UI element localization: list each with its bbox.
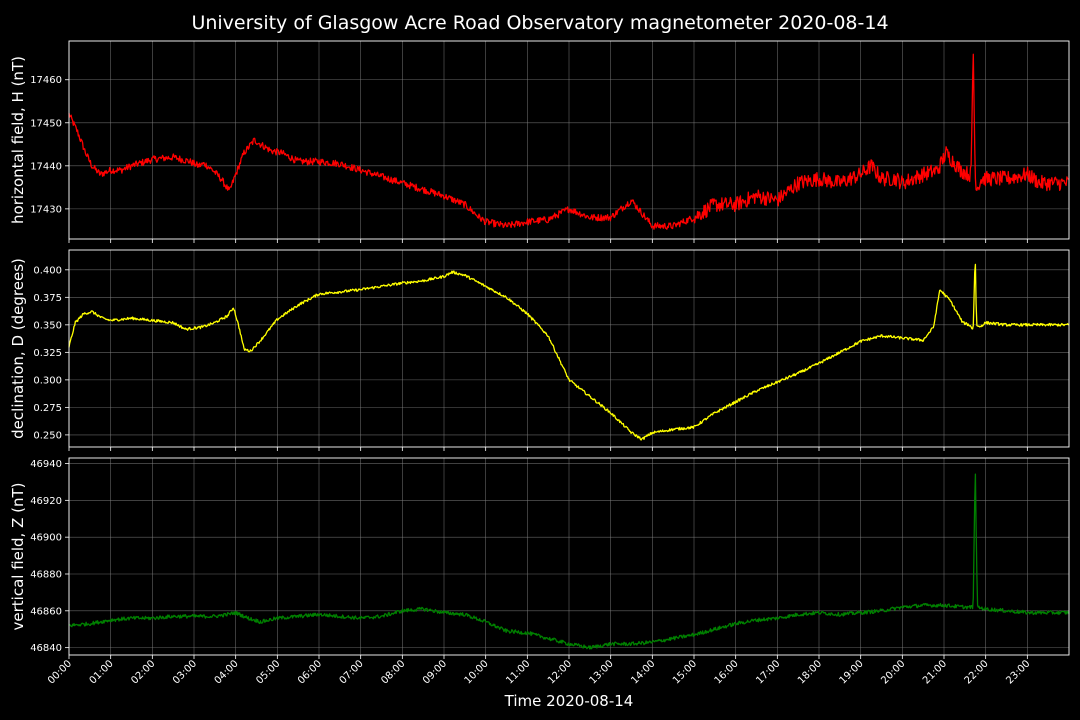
y-tick-label: 0.325 [33, 348, 62, 359]
y-axis-label-Z: vertical field, Z (nT) [9, 482, 27, 630]
y-tick-label: 46920 [30, 496, 62, 507]
y-tick-label: 46940 [30, 459, 62, 470]
y-tick-label: 17430 [30, 204, 62, 215]
y-tick-label: 17450 [30, 118, 62, 129]
y-tick-label: 0.250 [33, 430, 62, 441]
y-tick-label: 0.400 [33, 265, 62, 276]
y-axis-label-D: declination, D (degrees) [9, 258, 27, 439]
y-tick-label: 46860 [30, 606, 62, 617]
axes-frame [68, 457, 1070, 656]
y-axis-label-H: horizontal field, H (nT) [9, 56, 27, 224]
panel-Z: 46840 46860 46880 46900 46920 46940 vertical f… [9, 457, 1070, 659]
panel-D: 0.250 0.275 0.300 0.325 0.350 0.375 0.400 decli… [9, 249, 1070, 451]
axes-frame [68, 249, 1070, 448]
y-tick-label: 46880 [30, 569, 62, 580]
series-line-D [68, 263, 1070, 441]
y-tick-label: 17440 [30, 161, 62, 172]
y-tick-label: 46840 [30, 643, 62, 654]
y-tick-label: 0.350 [33, 320, 62, 331]
series-line-Z [68, 473, 1070, 650]
y-tick-label: 46900 [30, 533, 62, 544]
y-tick-label: 0.300 [33, 375, 62, 386]
y-tick-label: 0.375 [33, 293, 62, 304]
chart-title: University of Glasgow Acre Road Observat… [191, 12, 888, 34]
axes-frame [68, 40, 1070, 240]
y-tick-label: 0.275 [33, 403, 62, 414]
y-tick-label: 17460 [30, 75, 62, 86]
x-axis-label: Time 2020-08-14 [504, 692, 634, 710]
series-line-H [68, 53, 1070, 230]
